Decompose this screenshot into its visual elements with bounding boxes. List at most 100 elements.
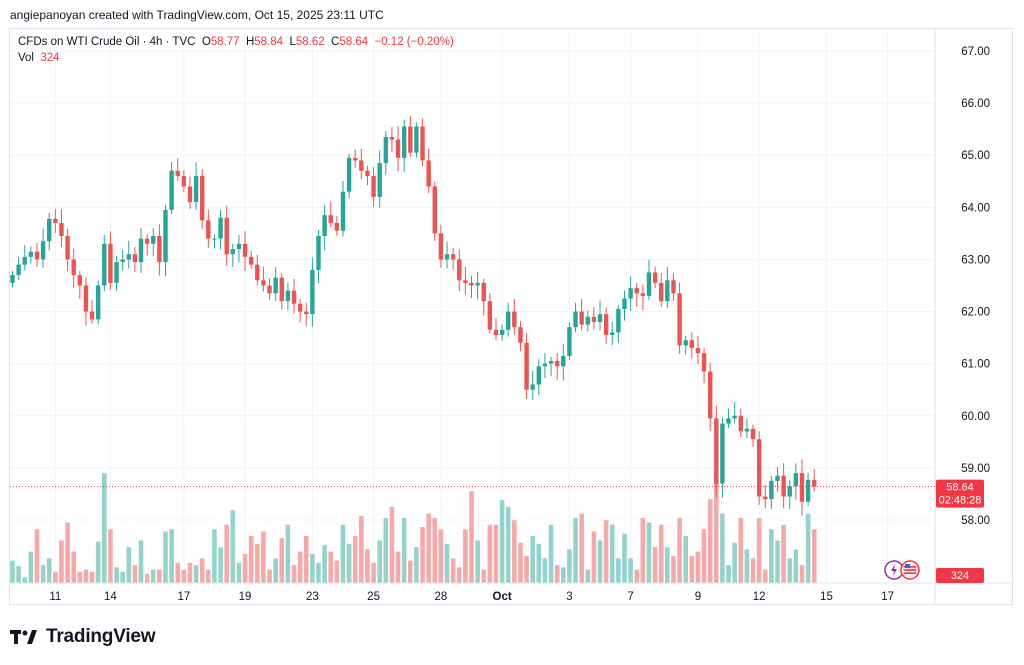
volume-bar xyxy=(346,543,352,583)
candle-body xyxy=(426,160,431,187)
volume-bar xyxy=(144,574,150,583)
candle-body xyxy=(236,243,242,250)
candle-body xyxy=(304,311,309,315)
candle-body xyxy=(756,439,762,497)
legend-volume-row: Vol 324 xyxy=(18,50,454,66)
volume-bar xyxy=(512,520,517,583)
candle-body xyxy=(218,217,223,239)
candle-body xyxy=(102,243,107,286)
candle-body xyxy=(53,218,58,223)
volume-bar xyxy=(775,540,780,583)
volume-bar xyxy=(34,529,40,583)
volume-bar xyxy=(787,558,793,583)
candle-body xyxy=(622,298,627,309)
volume-bar xyxy=(677,518,682,583)
volume-bar xyxy=(701,529,707,583)
candle-body xyxy=(432,186,437,234)
candle-body xyxy=(812,479,817,487)
candle-body xyxy=(95,285,101,320)
volume-bar xyxy=(157,569,162,583)
chart-credit: angiepanoyan created with TradingView.co… xyxy=(10,8,384,22)
candle-body xyxy=(242,243,248,257)
time-tick-label: 9 xyxy=(695,591,701,603)
candle-body xyxy=(401,126,407,158)
volume-bar xyxy=(481,569,487,583)
volume-bar xyxy=(567,549,572,583)
volume-bar xyxy=(322,544,327,583)
candle-body xyxy=(395,139,401,158)
legend-high-label: H xyxy=(245,36,255,48)
volume-bar xyxy=(230,510,236,583)
volume-bar xyxy=(683,535,688,583)
volume-bar xyxy=(126,547,132,583)
candle-body xyxy=(695,348,701,354)
volume-bar xyxy=(352,535,358,583)
candle-body xyxy=(512,311,517,328)
candle-body xyxy=(297,303,303,312)
legend-change: −0.12 (−0.20%) xyxy=(374,36,454,48)
candle-body xyxy=(720,423,725,484)
volume-bar xyxy=(561,567,566,583)
volume-bar xyxy=(95,541,101,583)
volume-bar xyxy=(212,529,217,583)
tradingview-logo[interactable]: TradingView xyxy=(10,626,156,648)
time-tick-label: 12 xyxy=(753,591,766,603)
candle-body xyxy=(744,428,750,432)
candle-body xyxy=(151,235,156,244)
volume-bar xyxy=(450,558,456,583)
volume-bar xyxy=(40,565,46,583)
tradingview-logo-text: TradingView xyxy=(46,626,156,647)
legend-symbol[interactable]: CFDs on WTI Crude Oil · 4h · TVC xyxy=(18,36,196,48)
candle-body xyxy=(200,176,205,221)
candle-body xyxy=(665,280,670,302)
candle-body xyxy=(750,428,756,440)
candle-body xyxy=(732,415,737,419)
candle-body xyxy=(640,293,646,296)
volume-bar xyxy=(420,527,425,583)
lightning-icon xyxy=(891,564,897,576)
volume-bar xyxy=(738,518,744,583)
price-tick-label: 66.00 xyxy=(961,98,990,110)
candle-body xyxy=(285,290,291,302)
candle-body xyxy=(267,285,272,294)
legend-volume-label[interactable]: Vol xyxy=(18,52,34,64)
legend-low-label: L xyxy=(289,36,296,48)
volume-bar xyxy=(579,513,584,583)
candle-body xyxy=(438,233,444,260)
candle-body xyxy=(561,355,566,367)
volume-bar xyxy=(10,560,15,583)
candle-body xyxy=(175,170,180,177)
candle-body xyxy=(573,311,578,328)
volume-bar xyxy=(469,491,474,583)
time-tick-label: 28 xyxy=(435,591,448,603)
candle-body xyxy=(787,486,792,497)
last-price-value: 58.64 xyxy=(946,482,974,494)
volume-bar xyxy=(340,524,346,583)
legend-high: 58.84 xyxy=(254,36,284,48)
candle-body xyxy=(22,256,27,265)
volume-bar xyxy=(456,567,462,583)
legend-open: 58.77 xyxy=(210,36,240,48)
volume-tag-value: 324 xyxy=(951,570,969,582)
volume-bar xyxy=(426,513,431,583)
candle-body xyxy=(365,170,370,177)
candle-body xyxy=(340,191,346,231)
candle-body xyxy=(616,308,621,333)
volume-bar xyxy=(622,533,627,583)
time-tick-label: 17 xyxy=(177,591,190,603)
volume-bar xyxy=(285,524,291,583)
candle-body xyxy=(475,282,480,286)
volume-bar xyxy=(726,565,731,583)
candle-body xyxy=(377,163,382,197)
volume-bar xyxy=(236,562,242,583)
volume-bar xyxy=(28,551,34,583)
candle-body xyxy=(457,259,462,281)
volume-bar xyxy=(518,542,523,583)
candle-body xyxy=(157,235,162,263)
time-tick-label: 11 xyxy=(49,591,61,603)
volume-bar xyxy=(310,553,315,583)
volume-bar xyxy=(224,524,229,583)
candle-body xyxy=(322,215,327,236)
volume-tag xyxy=(936,568,984,583)
